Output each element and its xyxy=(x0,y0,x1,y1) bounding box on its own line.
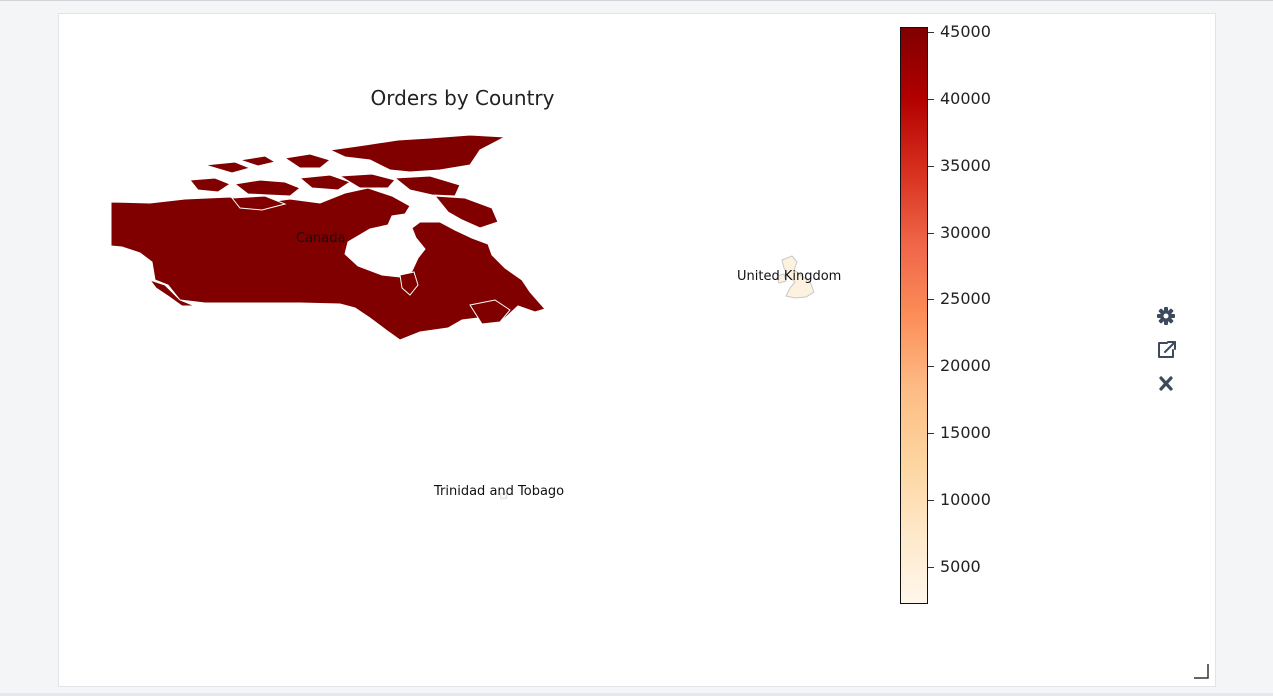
colorbar-gradient xyxy=(900,27,928,604)
colorbar-tick-label: 15000 xyxy=(940,423,991,442)
canada-mainland xyxy=(110,187,546,341)
gear-icon[interactable] xyxy=(1154,305,1178,327)
colorbar-tick xyxy=(928,433,934,434)
colorbar-tick-label: 25000 xyxy=(940,289,991,308)
canada-island-10 xyxy=(239,155,277,167)
colorbar-tick xyxy=(928,32,934,33)
canada-island-5 xyxy=(204,161,252,174)
colorbar-tick-label: 40000 xyxy=(940,89,991,108)
canada-island-1 xyxy=(328,134,507,173)
canada-newfoundland xyxy=(469,299,511,325)
canada-island-12 xyxy=(399,271,419,296)
colorbar-tick-label: 45000 xyxy=(940,22,991,41)
uk-northern-ireland xyxy=(776,273,787,284)
colorbar-tick xyxy=(928,366,934,367)
canada-island-9 xyxy=(433,195,499,229)
colorbar-tick xyxy=(928,99,934,100)
resize-handle[interactable] xyxy=(1193,663,1209,679)
canada-island-8 xyxy=(393,175,461,197)
label-trinidad-and-tobago: Trinidad and Tobago xyxy=(434,484,565,499)
label-canada: Canada xyxy=(296,231,346,246)
chart-title: Orders by Country xyxy=(370,86,555,110)
colorbar-tick-label: 30000 xyxy=(940,223,991,242)
colorbar-tick xyxy=(928,567,934,568)
canada-island-7 xyxy=(338,173,396,189)
region-trinidad-and-tobago xyxy=(499,492,508,500)
canada-island-3 xyxy=(189,177,232,193)
canada-island-11 xyxy=(231,195,287,211)
label-united-kingdom: United Kingdom xyxy=(737,269,842,284)
close-icon[interactable] xyxy=(1154,373,1178,395)
colorbar-tick-label: 10000 xyxy=(940,490,991,509)
region-united-kingdom xyxy=(776,255,815,299)
uk-great-britain xyxy=(781,255,815,299)
canada-island-2 xyxy=(233,179,301,197)
chart-panel xyxy=(58,13,1216,687)
canada-vancouver-island xyxy=(148,279,196,307)
colorbar-tick xyxy=(928,299,934,300)
top-border xyxy=(0,0,1273,1)
bottom-border xyxy=(0,693,1273,696)
colorbar-tick xyxy=(928,500,934,501)
region-canada xyxy=(110,134,546,341)
tt-trinidad xyxy=(499,492,508,500)
external-link-icon[interactable] xyxy=(1154,339,1178,361)
colorbar-tick-label: 5000 xyxy=(940,557,981,576)
canada-island-6 xyxy=(298,174,352,191)
chart-toolbar xyxy=(1154,305,1180,407)
colorbar-tick-label: 35000 xyxy=(940,156,991,175)
colorbar xyxy=(900,27,928,604)
colorbar-tick xyxy=(928,233,934,234)
canada-island-4 xyxy=(283,153,332,169)
colorbar-tick xyxy=(928,166,934,167)
colorbar-tick-label: 20000 xyxy=(940,356,991,375)
